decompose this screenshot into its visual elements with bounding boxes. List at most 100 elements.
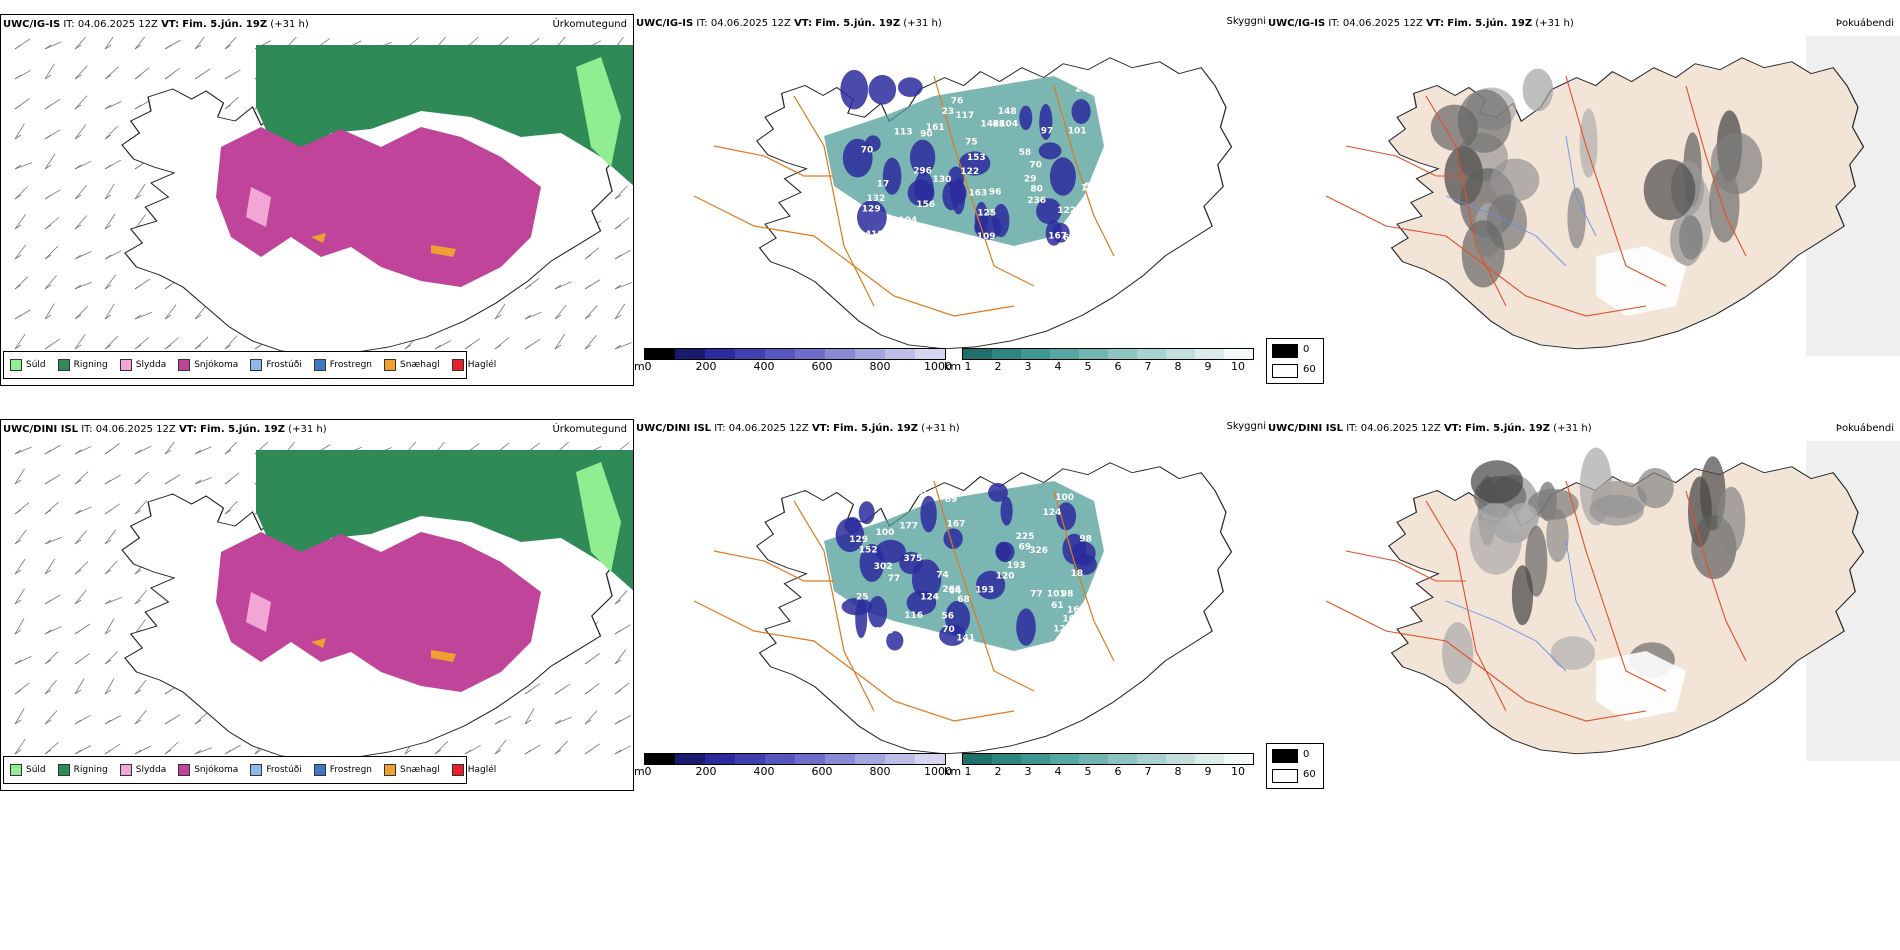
colorbar-tick: 600 — [811, 765, 833, 778]
wind-barb — [584, 334, 597, 350]
cloud-base-value: 148 — [998, 107, 1017, 117]
wind-barb-flag — [14, 44, 22, 50]
wind-barb-flag — [584, 314, 592, 320]
wind-barb — [104, 303, 115, 320]
wind-barb — [194, 477, 212, 485]
cloud-base-patch — [1019, 105, 1033, 130]
legend-swatch — [313, 764, 326, 776]
legend-swatch — [451, 359, 464, 371]
cloud-base-value: 64 — [949, 587, 962, 597]
colorbar-ticks: 0 200 400 600 800 1000 — [644, 360, 953, 374]
wind-barb — [434, 741, 448, 755]
wind-barb — [74, 281, 92, 290]
wind-barb — [104, 651, 119, 665]
wind-barb-flag — [14, 314, 22, 320]
valid-time-label: VT: — [794, 18, 813, 29]
wind-barb-flag — [14, 689, 22, 695]
wind-barb — [44, 536, 62, 545]
wind-barb-flag — [254, 344, 262, 350]
wind-barb — [104, 678, 115, 695]
wind-barb-flag — [584, 749, 592, 755]
clear-area — [1596, 651, 1686, 721]
cloud-base-value: 153 — [967, 153, 986, 163]
wind-barb — [14, 558, 26, 575]
wind-barb — [134, 590, 148, 605]
legend-label: Rigning — [73, 360, 108, 370]
model-name: UWC/DINI ISL — [1268, 423, 1344, 434]
wind-barb-flag — [44, 224, 52, 230]
wind-barb-flag — [554, 314, 562, 320]
cloud-base-value: 117 — [955, 111, 974, 121]
legend-label: Haglél — [467, 360, 497, 370]
cloud-base-patch — [886, 631, 904, 651]
wind-barb-flag — [14, 224, 22, 230]
wind-barb-flag — [584, 254, 592, 260]
cloud-base-value: 25 — [856, 593, 869, 603]
wind-barb-flag — [74, 344, 82, 350]
cloud-base-patch — [840, 69, 869, 110]
lead-time: (+31 h) — [270, 19, 309, 30]
fog-legend-label: 0 — [1303, 344, 1310, 355]
wind-barb — [134, 183, 146, 200]
cloud-base-value: 61 — [1051, 601, 1064, 611]
colorbar-tick: 2 — [994, 765, 1002, 778]
fog-legend-swatch — [1272, 769, 1298, 783]
wind-barb-flag — [14, 104, 22, 110]
wind-barb-flag — [14, 629, 22, 635]
legend-label: Snæhagl — [400, 765, 440, 775]
legend-label: Súld — [26, 360, 46, 370]
valid-time: Fim. 5.jún. 19Z — [200, 424, 285, 435]
panel-title: UWC/DINI ISL IT: 04.06.2025 12Z VT: Fim.… — [1268, 423, 1592, 435]
wind-barb — [14, 276, 29, 290]
wind-barb-flag — [584, 659, 592, 665]
wind-barb — [164, 741, 179, 755]
init-time: IT: 04.06.2025 12Z — [81, 424, 176, 435]
cloud-base-value: 177 — [899, 521, 918, 531]
lead-time: (+31 h) — [288, 424, 327, 435]
legend-label: Snjókoma — [194, 360, 239, 370]
cloud-base-patch — [897, 77, 923, 97]
wind-barb — [134, 37, 146, 50]
wind-barb-flag — [404, 749, 412, 755]
cloud-base-value: 326 — [1029, 546, 1048, 556]
cloud-base-value: 120 — [996, 572, 1015, 582]
clear-area — [1596, 246, 1686, 316]
valid-time-label: VT: — [178, 424, 197, 435]
cloud-base-patch — [939, 624, 966, 646]
road-line — [1685, 85, 1747, 257]
legend-swatch — [178, 359, 191, 371]
init-time: IT: 04.06.2025 12Z — [1328, 18, 1423, 29]
wind-barb — [224, 442, 238, 455]
fog-indicator-patch — [1511, 565, 1534, 626]
wind-barb-flag — [104, 344, 112, 350]
wind-barb — [104, 335, 118, 350]
road-line — [1565, 480, 1667, 692]
cloud-base-value: 163 — [969, 188, 988, 198]
wind-barb-flag — [74, 569, 82, 575]
colorbar-tick: 800 — [869, 765, 891, 778]
road-line — [1053, 490, 1115, 662]
colorbar-tick: 9 — [1204, 360, 1212, 373]
wind-barb-flag — [104, 749, 112, 755]
cloud-base-value: 193 — [1007, 561, 1026, 571]
legend-label: Snæhagl — [400, 360, 440, 370]
fog-legend: 0 60 — [1266, 743, 1324, 789]
wind-barb — [14, 186, 29, 200]
wind-barb-flag — [44, 104, 52, 110]
wind-barb-flag — [224, 344, 232, 350]
wind-barb-flag — [104, 629, 112, 635]
fog-legend-label: 60 — [1303, 769, 1316, 780]
wind-barb-flag — [194, 449, 202, 455]
drizzle-area — [576, 57, 621, 167]
sleet-area — [246, 592, 271, 632]
cloud-base-patch — [974, 214, 1002, 240]
wind-barb-flag — [404, 344, 412, 350]
road-line — [793, 95, 875, 307]
init-time: IT: 04.06.2025 12Z — [1346, 423, 1441, 434]
wind-barb — [554, 740, 568, 755]
colorbar-ticks: 1 2 3 4 5 6 7 8 9 10 — [962, 360, 1254, 374]
colorbar-unit: km — [944, 765, 962, 778]
wind-barb-flag — [164, 284, 172, 290]
cloud-base-value: 225 — [1016, 532, 1035, 542]
cloud-base-value: 193 — [975, 585, 994, 595]
